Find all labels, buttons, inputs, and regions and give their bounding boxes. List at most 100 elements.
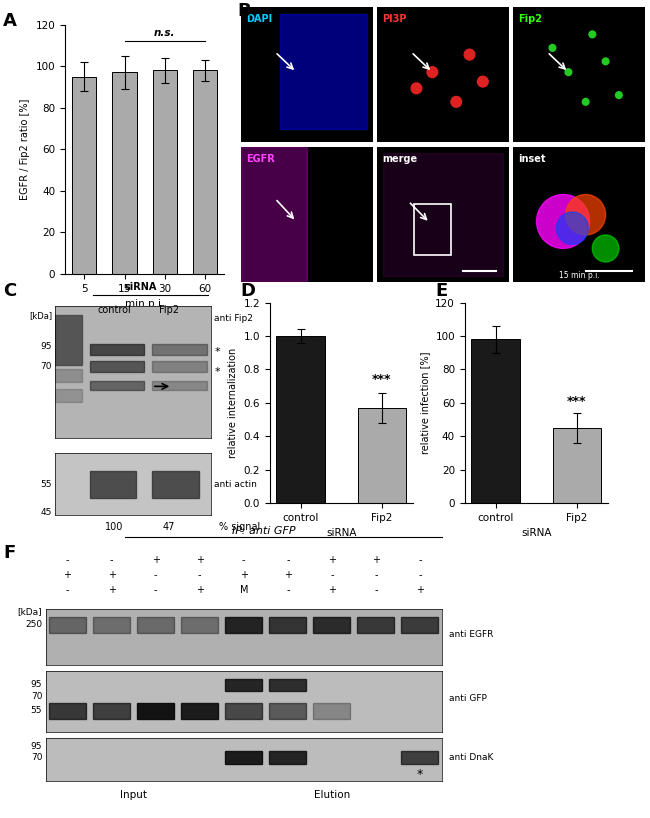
Bar (55, 369, 82, 382)
Bar (49, 618, 86, 633)
Bar (93, 618, 130, 633)
Text: 70: 70 (31, 753, 42, 762)
Text: siRNA: siRNA (125, 282, 157, 292)
Text: 70: 70 (31, 692, 42, 701)
Text: 55: 55 (40, 480, 52, 489)
Text: control: control (98, 304, 131, 315)
Text: 55: 55 (31, 706, 42, 715)
Text: ***: *** (567, 395, 586, 408)
Bar (153, 70, 177, 274)
Text: DAPI: DAPI (246, 14, 272, 24)
Bar (90, 471, 136, 498)
Text: -: - (198, 570, 202, 580)
X-axis label: min p.i.: min p.i. (125, 299, 164, 309)
Text: +: + (64, 570, 72, 580)
Text: anti DnaK: anti DnaK (448, 753, 493, 762)
Text: A: A (3, 12, 17, 30)
Bar (55, 315, 82, 365)
Text: anti Fip2: anti Fip2 (214, 314, 254, 323)
Text: IP: anti GFP: IP: anti GFP (232, 526, 295, 536)
Text: Fip2: Fip2 (159, 304, 179, 315)
Bar (55, 389, 82, 402)
Text: Fip2: Fip2 (518, 14, 542, 24)
Circle shape (603, 58, 609, 65)
Text: -: - (286, 555, 289, 565)
Bar (72, 77, 96, 274)
Text: -: - (154, 585, 157, 596)
Text: +: + (240, 570, 248, 580)
Text: 15 min p.i.: 15 min p.i. (558, 271, 599, 280)
Text: +: + (416, 585, 424, 596)
Text: -: - (374, 570, 378, 580)
Text: anti actin: anti actin (214, 480, 257, 489)
Text: B: B (237, 2, 251, 20)
Bar (269, 703, 306, 718)
Y-axis label: EGFR / Fip2 ratio [%]: EGFR / Fip2 ratio [%] (20, 99, 30, 200)
Text: [kDa]: [kDa] (29, 311, 52, 320)
Text: -: - (154, 570, 157, 580)
Circle shape (549, 44, 556, 52)
Circle shape (427, 67, 437, 78)
Bar (90, 362, 144, 371)
Bar (112, 72, 136, 274)
Text: PI3P: PI3P (382, 14, 406, 24)
Text: anti EGFR: anti EGFR (448, 630, 493, 639)
Text: 95: 95 (31, 681, 42, 690)
Text: +: + (108, 570, 116, 580)
Bar (240, 147, 307, 282)
Bar (471, 339, 520, 503)
Circle shape (592, 235, 619, 262)
Text: +: + (372, 555, 380, 565)
Circle shape (451, 97, 462, 107)
Bar (137, 703, 174, 718)
Text: +: + (108, 585, 116, 596)
Text: EGFR: EGFR (246, 154, 274, 164)
Text: [kDa]: [kDa] (18, 607, 42, 616)
Text: ***: *** (372, 373, 391, 386)
Text: C: C (3, 282, 16, 300)
Bar (226, 751, 262, 764)
Text: 47: 47 (163, 522, 176, 532)
Text: E: E (436, 282, 448, 300)
Y-axis label: relative internalization: relative internalization (228, 348, 238, 458)
Text: 70: 70 (40, 362, 52, 371)
X-axis label: siRNA: siRNA (326, 528, 356, 538)
Text: *: * (214, 347, 220, 357)
Circle shape (589, 31, 595, 38)
Text: F: F (3, 544, 16, 562)
Text: *: * (417, 768, 423, 781)
Text: +: + (328, 585, 336, 596)
Circle shape (536, 195, 590, 249)
Circle shape (464, 49, 475, 60)
Text: n.s.: n.s. (154, 28, 176, 38)
Text: -: - (286, 585, 289, 596)
Bar (276, 336, 325, 503)
Text: +: + (284, 570, 292, 580)
Bar (137, 618, 174, 633)
Bar (313, 703, 350, 718)
Text: inset: inset (518, 154, 545, 164)
Bar (313, 618, 350, 633)
Bar (226, 679, 262, 690)
Text: 250: 250 (25, 621, 42, 630)
Bar (269, 751, 306, 764)
Text: M: M (239, 585, 248, 596)
Bar (93, 703, 130, 718)
Bar (226, 618, 262, 633)
Text: -: - (418, 570, 422, 580)
Bar (152, 381, 207, 390)
Text: anti GFP: anti GFP (448, 694, 486, 703)
Bar (181, 618, 218, 633)
Text: Elution: Elution (314, 790, 350, 800)
Bar (402, 618, 439, 633)
Bar (402, 751, 439, 764)
Bar (152, 471, 199, 498)
Text: -: - (242, 555, 246, 565)
Text: 100: 100 (105, 522, 124, 532)
Bar (49, 703, 86, 718)
Circle shape (582, 98, 589, 106)
Bar (280, 14, 367, 129)
Text: -: - (330, 570, 333, 580)
Bar (269, 679, 306, 690)
X-axis label: siRNA: siRNA (521, 528, 551, 538)
